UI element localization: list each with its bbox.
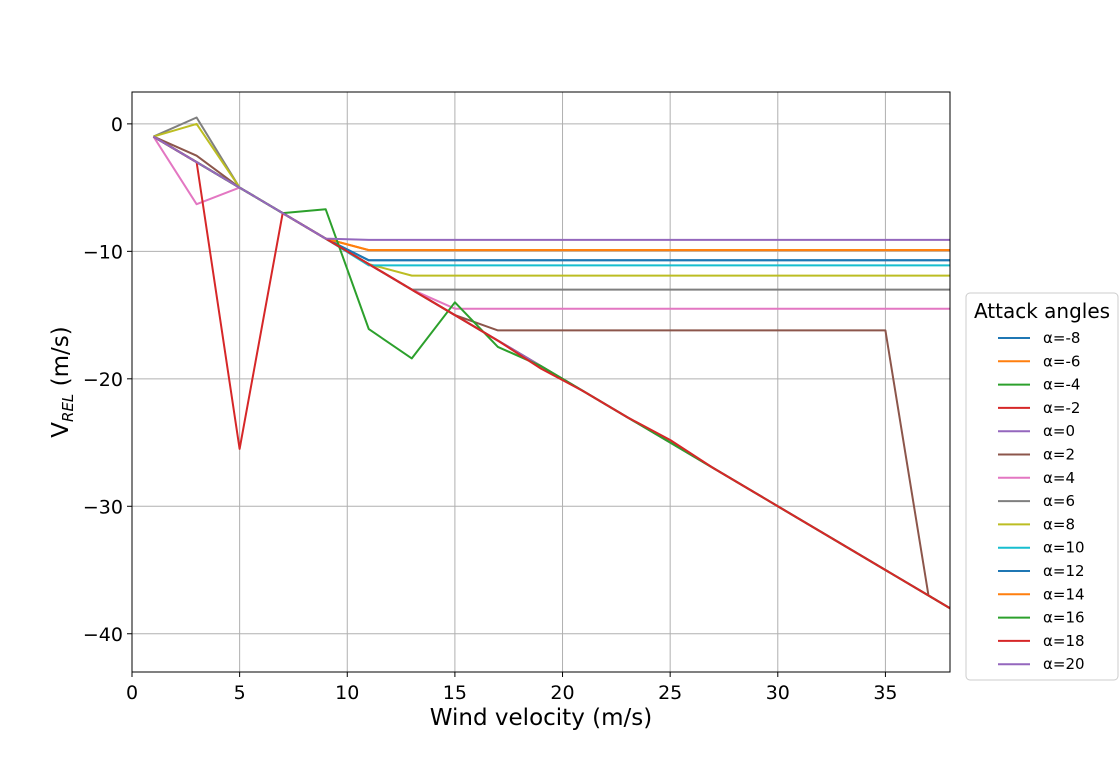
- series-line-14: [152, 135, 950, 241]
- axis-ticks: 0 5 10 15 20 25 30 35 0 −10 −20 −30 −40: [83, 114, 898, 704]
- legend-label-9: α=10: [1043, 539, 1085, 557]
- y-axis-label-subscript: REL: [59, 394, 77, 422]
- legend-label-7: α=6: [1043, 492, 1075, 510]
- legend-box: [965, 292, 1119, 681]
- y-axis-label-unit: (m/s): [48, 326, 74, 393]
- x-tick-label: 0: [126, 682, 138, 704]
- x-tick-label: 5: [234, 682, 246, 704]
- y-tick-label: −10: [83, 241, 123, 263]
- series-line-0: [152, 135, 950, 262]
- plot-frame: [131, 91, 951, 673]
- x-tick-label: 35: [873, 682, 897, 704]
- y-axis-label-main: V: [48, 422, 74, 438]
- series-lines: [152, 116, 950, 610]
- legend-label-12: α=16: [1043, 609, 1085, 627]
- legend-label-14: α=20: [1043, 655, 1085, 673]
- legend-label-10: α=12: [1043, 562, 1085, 580]
- legend-label-2: α=-4: [1043, 376, 1080, 394]
- legend-title: Attack angles: [974, 299, 1110, 323]
- series-line-8: [153, 122, 950, 277]
- legend-label-3: α=-2: [1043, 399, 1080, 417]
- x-axis-label: Wind velocity (m/s): [430, 705, 652, 731]
- x-tick-label: 20: [550, 682, 574, 704]
- legend: Attack angles α=-8α=-6α=-4α=-2α=0α=2α=4α…: [965, 292, 1119, 681]
- legend-label-1: α=-6: [1043, 352, 1080, 370]
- y-tick-label: −40: [83, 624, 123, 646]
- series-line-11: [152, 135, 950, 252]
- x-tick-label: 15: [443, 682, 467, 704]
- legend-label-6: α=4: [1043, 469, 1075, 487]
- legend-label-13: α=18: [1043, 632, 1085, 650]
- legend-label-0: α=-8: [1043, 329, 1080, 347]
- y-tick-label: −20: [83, 369, 123, 391]
- grid: [131, 92, 950, 672]
- series-line-1: [152, 135, 950, 252]
- series-line-9: [152, 135, 950, 267]
- y-tick-label: 0: [111, 114, 123, 136]
- series-line-6: [152, 136, 950, 310]
- x-tick-label: 25: [658, 682, 682, 704]
- legend-label-8: α=8: [1043, 515, 1075, 533]
- legend-label-11: α=14: [1043, 585, 1085, 603]
- y-axis-label: VREL (m/s): [48, 326, 77, 437]
- legend-items: α=-8 α=-6 α=-4 α=-2 α=0 α=2 α=4 α=6 α=8 α=10 α=12 α…: [998, 329, 1085, 673]
- legend-label-4: α=0: [1043, 422, 1075, 440]
- legend-label-5: α=2: [1043, 446, 1075, 464]
- y-tick-label: −30: [83, 496, 123, 518]
- series-line-10: [152, 135, 950, 262]
- x-tick-label: 10: [335, 682, 359, 704]
- x-tick-label: 30: [766, 682, 790, 704]
